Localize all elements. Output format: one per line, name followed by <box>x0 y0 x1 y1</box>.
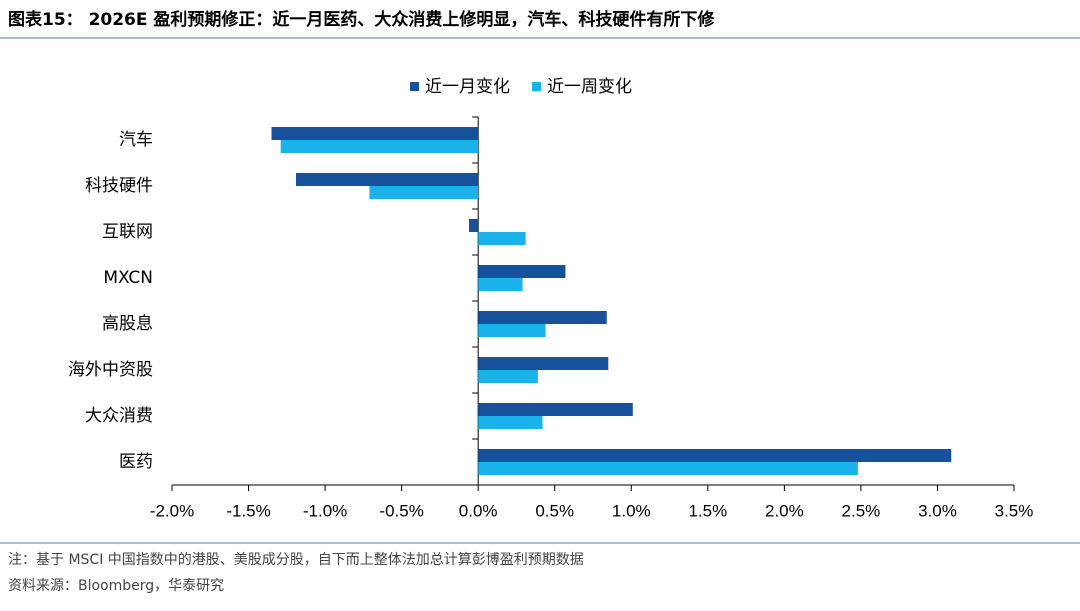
x-tick-label: -1.5% <box>226 501 270 520</box>
bar <box>478 416 543 429</box>
y-tick-label: MXCN <box>103 268 153 288</box>
x-tick-label: 3.5% <box>995 501 1034 520</box>
bar <box>369 186 479 199</box>
legend-swatch <box>532 82 541 91</box>
chart-title: 图表15： 2026E 盈利预期修正：近一月医药、大众消费上修明显，汽车、科技硬… <box>8 9 715 30</box>
bar <box>478 311 607 324</box>
x-tick-label: 1.5% <box>688 501 727 520</box>
bar <box>478 265 566 278</box>
note: 注：基于 MSCI 中国指数中的港股、美股成分股，自下而上整体法加总计算彭博盈利… <box>8 551 584 568</box>
x-tick-label: 2.0% <box>765 501 804 520</box>
x-tick-label: 0.0% <box>459 501 498 520</box>
bar <box>478 232 526 245</box>
y-tick-label: 科技硬件 <box>85 176 153 196</box>
x-tick-label: 2.5% <box>842 501 881 520</box>
bar <box>280 140 479 153</box>
bar <box>468 219 479 232</box>
bar <box>478 357 609 370</box>
y-tick-label: 医药 <box>119 452 153 472</box>
bar <box>296 173 479 186</box>
y-tick-label: 大众消费 <box>85 406 153 426</box>
y-tick-label: 互联网 <box>102 222 153 242</box>
x-tick-label: -0.5% <box>379 501 423 520</box>
y-tick-label: 海外中资股 <box>68 360 153 380</box>
x-tick-label: 3.0% <box>918 501 957 520</box>
x-tick-label: -1.0% <box>303 501 347 520</box>
bar <box>478 370 538 383</box>
x-tick-label: 0.5% <box>535 501 574 520</box>
bar <box>271 127 479 140</box>
bar <box>478 462 858 475</box>
source: 资料来源：Bloomberg，华泰研究 <box>8 578 224 594</box>
y-tick-label: 高股息 <box>102 314 153 334</box>
bar <box>478 403 633 416</box>
legend-label: 近一周变化 <box>547 77 632 97</box>
y-tick-label: 汽车 <box>119 130 153 150</box>
legend-swatch <box>410 82 419 91</box>
legend-label: 近一月变化 <box>425 77 510 97</box>
x-tick-label: 1.0% <box>612 501 651 520</box>
bar <box>478 278 523 291</box>
x-tick-label: -2.0% <box>150 501 194 520</box>
bar <box>478 324 546 337</box>
bar <box>478 449 952 462</box>
